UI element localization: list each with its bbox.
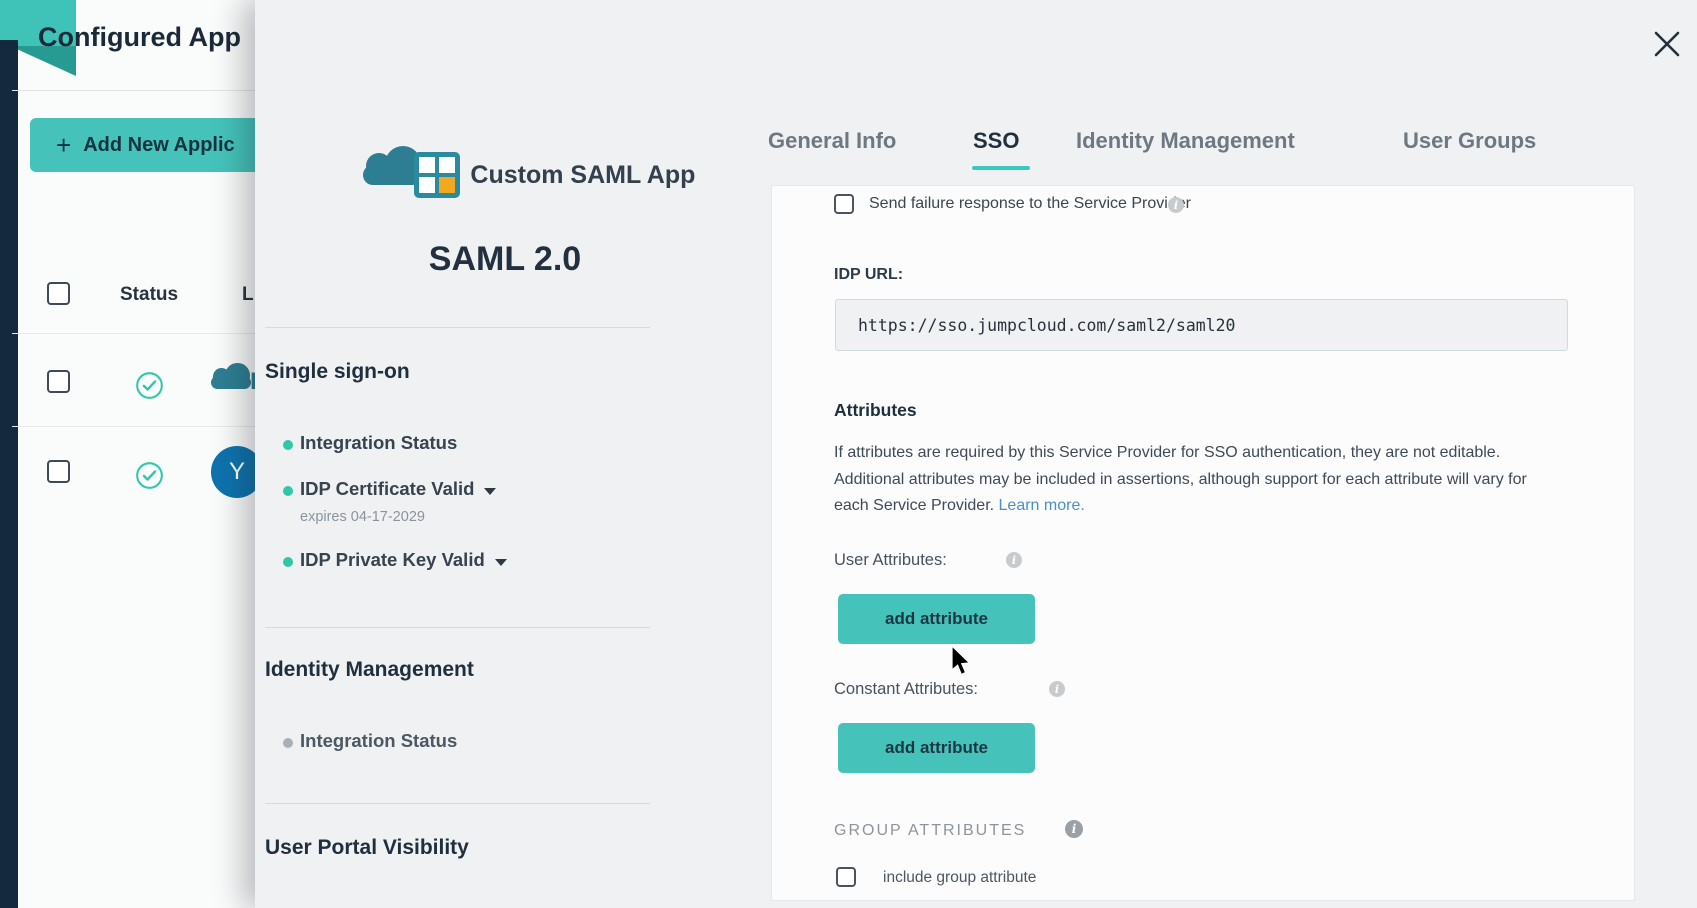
chevron-down-icon — [484, 488, 497, 495]
app-cloud-icon — [211, 363, 251, 390]
idp-certificate-label: IDP Certificate Valid — [300, 478, 475, 499]
status-bullet-teal — [283, 557, 293, 567]
status-bullet-teal — [283, 486, 293, 496]
row-checkbox[interactable] — [47, 460, 70, 483]
tab-identity-management[interactable]: Identity Management — [1076, 128, 1295, 153]
saml-app-modal: Custom SAML App SAML 2.0 Single sign-on … — [255, 0, 1697, 908]
include-group-attribute-label: include group attribute — [883, 869, 1037, 886]
learn-more-link[interactable]: Learn more. — [998, 497, 1085, 514]
app-avatar: Y — [211, 446, 263, 498]
add-constant-attribute-button[interactable]: add attribute — [838, 723, 1035, 773]
status-column-header: Status — [120, 284, 179, 305]
active-tab-underline — [972, 166, 1030, 170]
label-column-header: L — [242, 284, 254, 305]
brand-corner-accent — [0, 0, 76, 46]
plus-icon: + — [56, 130, 72, 160]
app-sidebar-edge — [0, 40, 18, 908]
app-logo: Custom SAML App — [363, 146, 696, 202]
page-title: Configured App — [38, 22, 241, 52]
status-check-icon — [136, 462, 163, 489]
close-icon — [1654, 31, 1680, 56]
status-check-icon — [136, 372, 163, 399]
side-divider — [265, 327, 650, 328]
attributes-description: If attributes are required by this Servi… — [834, 440, 1550, 520]
app-logo-label: Custom SAML App — [470, 160, 696, 189]
tab-sso[interactable]: SSO — [973, 128, 1020, 153]
status-bullet-teal — [283, 440, 293, 450]
identity-integration-status: Integration Status — [300, 730, 458, 751]
idp-private-key-label: IDP Private Key Valid — [300, 549, 485, 570]
constant-attributes-label: Constant Attributes: — [834, 680, 978, 698]
sso-integration-status: Integration Status — [300, 432, 458, 453]
attributes-description-text: If attributes are required by this Servi… — [834, 444, 1527, 514]
add-new-application-label: Add New Applic — [83, 133, 235, 156]
idp-url-input[interactable] — [835, 299, 1568, 351]
group-attributes-label: GROUP ATTRIBUTES — [834, 822, 1027, 839]
info-icon[interactable]: i — [1168, 197, 1184, 213]
tab-user-groups[interactable]: User Groups — [1403, 128, 1537, 153]
idp-private-key-item[interactable]: IDP Private Key Valid — [300, 549, 507, 571]
grid-icon — [414, 152, 461, 198]
idp-certificate-item[interactable]: IDP Certificate Valid — [300, 478, 497, 500]
user-attributes-label: User Attributes: — [834, 551, 947, 569]
portal-section-heading: User Portal Visibility — [265, 836, 469, 859]
idp-certificate-expiry: expires 04-17-2029 — [300, 509, 425, 525]
info-icon[interactable]: i — [1006, 552, 1022, 568]
send-failure-response-checkbox[interactable] — [834, 194, 854, 214]
add-user-attribute-button[interactable]: add attribute — [838, 594, 1035, 644]
chevron-down-icon — [494, 559, 507, 566]
info-icon[interactable]: i — [1065, 820, 1083, 838]
include-group-attribute-checkbox[interactable] — [836, 867, 856, 887]
idp-url-label: IDP URL: — [834, 266, 904, 283]
status-bullet-gray — [283, 738, 293, 748]
select-all-checkbox[interactable] — [47, 282, 70, 305]
side-divider — [265, 627, 650, 628]
side-divider — [265, 803, 650, 804]
protocol-title: SAML 2.0 — [428, 240, 582, 278]
tab-general-info[interactable]: General Info — [768, 128, 897, 153]
sso-section-heading: Single sign-on — [265, 360, 410, 383]
row-checkbox[interactable] — [47, 370, 70, 393]
sso-settings-panel: Send failure response to the Service Pro… — [771, 185, 1635, 901]
attributes-heading: Attributes — [834, 400, 917, 420]
identity-section-heading: Identity Management — [265, 658, 474, 681]
info-icon[interactable]: i — [1049, 681, 1065, 697]
send-failure-response-label: Send failure response to the Service Pro… — [869, 195, 1191, 212]
close-button[interactable] — [1650, 28, 1684, 62]
